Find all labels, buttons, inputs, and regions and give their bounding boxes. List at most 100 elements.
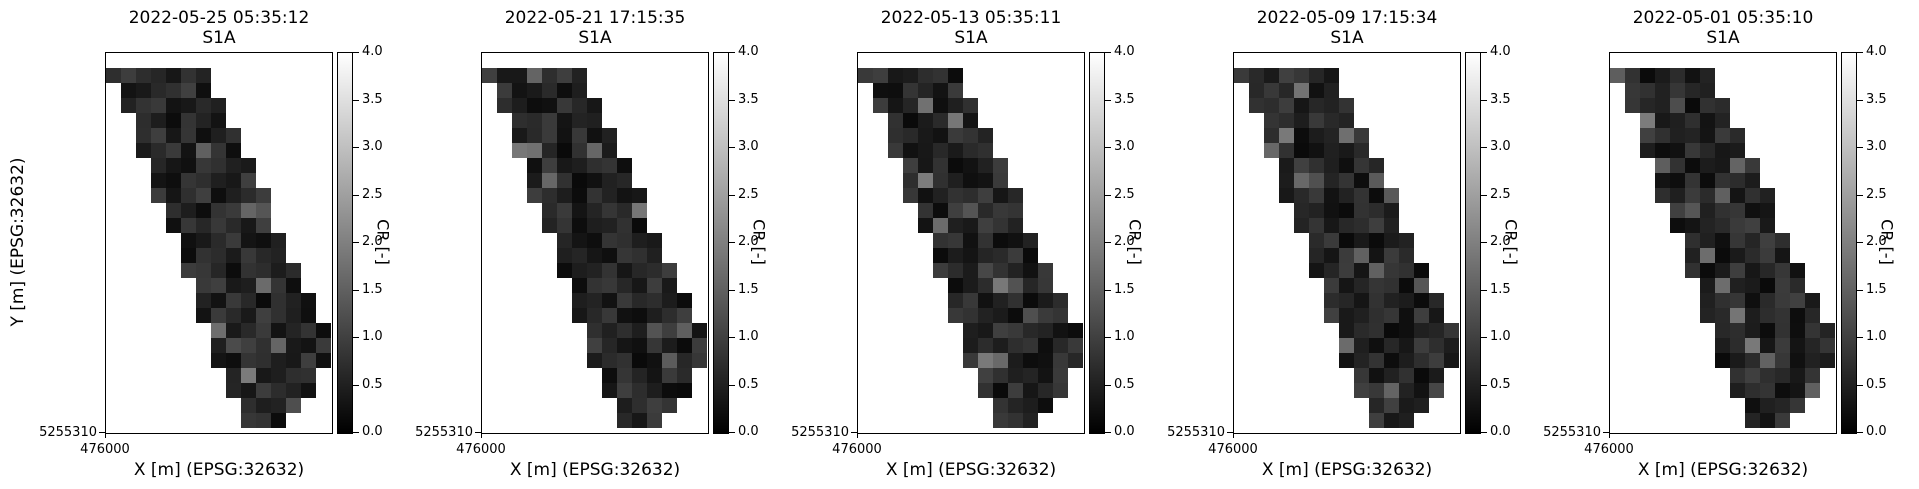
colorbar-tick-label: 1.5 bbox=[738, 282, 759, 297]
heatmap-cell bbox=[1760, 413, 1775, 428]
heatmap-cell bbox=[1790, 323, 1805, 338]
heatmap-cell bbox=[226, 173, 241, 188]
colorbar-tick-label: 1.0 bbox=[1490, 329, 1511, 344]
heatmap-cell bbox=[241, 263, 256, 278]
heatmap-cell bbox=[963, 353, 978, 368]
heatmap-cell bbox=[1339, 278, 1354, 293]
heatmap-cell bbox=[557, 113, 572, 128]
heatmap-cell bbox=[1023, 278, 1038, 293]
heatmap-cell bbox=[1309, 128, 1324, 143]
heatmap-cell bbox=[271, 413, 286, 428]
colorbar-tick bbox=[1105, 100, 1111, 101]
heatmap-cell bbox=[933, 128, 948, 143]
heatmap-cell bbox=[1760, 293, 1775, 308]
heatmap-cell bbox=[1730, 248, 1745, 263]
heatmap-cell bbox=[1354, 158, 1369, 173]
heatmap-cell bbox=[1444, 323, 1459, 338]
colorbar-tick-label: 0.0 bbox=[362, 424, 383, 439]
heatmap-cell bbox=[1068, 353, 1083, 368]
heatmap-cell bbox=[1053, 338, 1068, 353]
panel-subtitle: S1A bbox=[954, 28, 988, 48]
heatmap-cell bbox=[1715, 233, 1730, 248]
heatmap-cell bbox=[1790, 398, 1805, 413]
heatmap-cell bbox=[1444, 338, 1459, 353]
x-axis-label: X [m] (EPSG:32632) bbox=[509, 460, 681, 480]
heatmap-cell bbox=[1414, 293, 1429, 308]
heatmap-cell bbox=[1685, 188, 1700, 203]
heatmap-cell bbox=[903, 68, 918, 83]
heatmap-cell bbox=[1339, 158, 1354, 173]
heatmap-cell bbox=[181, 218, 196, 233]
heatmap-cell bbox=[1775, 338, 1790, 353]
heatmap-cell bbox=[1715, 188, 1730, 203]
heatmap-cell bbox=[1008, 368, 1023, 383]
heatmap-cell bbox=[1414, 338, 1429, 353]
heatmap-cell bbox=[151, 68, 166, 83]
heatmap-cell bbox=[196, 293, 211, 308]
heatmap-cell bbox=[1324, 113, 1339, 128]
colorbar-tick bbox=[353, 242, 359, 243]
heatmap-cell bbox=[1294, 128, 1309, 143]
heatmap-cell bbox=[617, 383, 632, 398]
panel-subtitle: S1A bbox=[202, 28, 236, 48]
heatmap-cell bbox=[1279, 68, 1294, 83]
heatmap-cell bbox=[301, 308, 316, 323]
heatmap-cell bbox=[1339, 248, 1354, 263]
heatmap-cell bbox=[1745, 368, 1760, 383]
y-tick-label: 5255310 bbox=[415, 425, 473, 440]
heatmap-plot-area bbox=[105, 52, 333, 434]
heatmap-cell bbox=[1053, 323, 1068, 338]
colorbar-tick bbox=[1481, 385, 1487, 386]
heatmap-cell bbox=[1414, 278, 1429, 293]
heatmap-cell bbox=[978, 383, 993, 398]
heatmap-cell bbox=[527, 143, 542, 158]
heatmap-cell bbox=[617, 203, 632, 218]
heatmap-cell bbox=[1384, 278, 1399, 293]
heatmap-cell bbox=[1700, 188, 1715, 203]
heatmap-cell bbox=[1775, 383, 1790, 398]
heatmap-cell bbox=[1053, 368, 1068, 383]
heatmap-cell bbox=[211, 173, 226, 188]
heatmap-cell bbox=[211, 353, 226, 368]
heatmap-cell bbox=[1700, 278, 1715, 293]
heatmap-cell bbox=[1339, 173, 1354, 188]
heatmap-cell bbox=[512, 128, 527, 143]
heatmap-cell bbox=[241, 203, 256, 218]
heatmap-cell bbox=[1038, 368, 1053, 383]
heatmap-cell bbox=[1279, 98, 1294, 113]
heatmap-cell bbox=[256, 188, 271, 203]
heatmap-cell bbox=[617, 413, 632, 428]
heatmap-cell bbox=[1008, 383, 1023, 398]
heatmap-cell bbox=[587, 278, 602, 293]
heatmap-cell bbox=[1760, 323, 1775, 338]
heatmap-cell bbox=[181, 98, 196, 113]
heatmap-cell bbox=[1760, 188, 1775, 203]
heatmap-cell bbox=[647, 368, 662, 383]
heatmap-cell bbox=[632, 278, 647, 293]
heatmap-cell bbox=[873, 98, 888, 113]
heatmap-cell bbox=[1745, 353, 1760, 368]
heatmap-cell bbox=[978, 218, 993, 233]
heatmap-cell bbox=[497, 68, 512, 83]
heatmap-cell bbox=[1324, 308, 1339, 323]
heatmap-cell bbox=[527, 128, 542, 143]
heatmap-cell bbox=[1384, 188, 1399, 203]
heatmap-cell bbox=[1339, 308, 1354, 323]
heatmap-cell bbox=[1023, 368, 1038, 383]
heatmap-cell bbox=[1324, 188, 1339, 203]
heatmap-cell bbox=[587, 128, 602, 143]
heatmap-cell bbox=[1399, 248, 1414, 263]
heatmap-cell bbox=[1309, 263, 1324, 278]
heatmap-cell bbox=[933, 143, 948, 158]
heatmap-cell bbox=[1670, 143, 1685, 158]
colorbar-tick-label: 2.0 bbox=[1866, 234, 1887, 249]
x-axis-label: X [m] (EPSG:32632) bbox=[1637, 460, 1809, 480]
heatmap-cell bbox=[196, 203, 211, 218]
heatmap-cell bbox=[527, 98, 542, 113]
heatmap-cell bbox=[587, 113, 602, 128]
heatmap-cell bbox=[286, 278, 301, 293]
heatmap-cell bbox=[918, 98, 933, 113]
heatmap-cell bbox=[888, 113, 903, 128]
heatmap-cell bbox=[181, 113, 196, 128]
colorbar-tick-label: 2.5 bbox=[1114, 187, 1135, 202]
